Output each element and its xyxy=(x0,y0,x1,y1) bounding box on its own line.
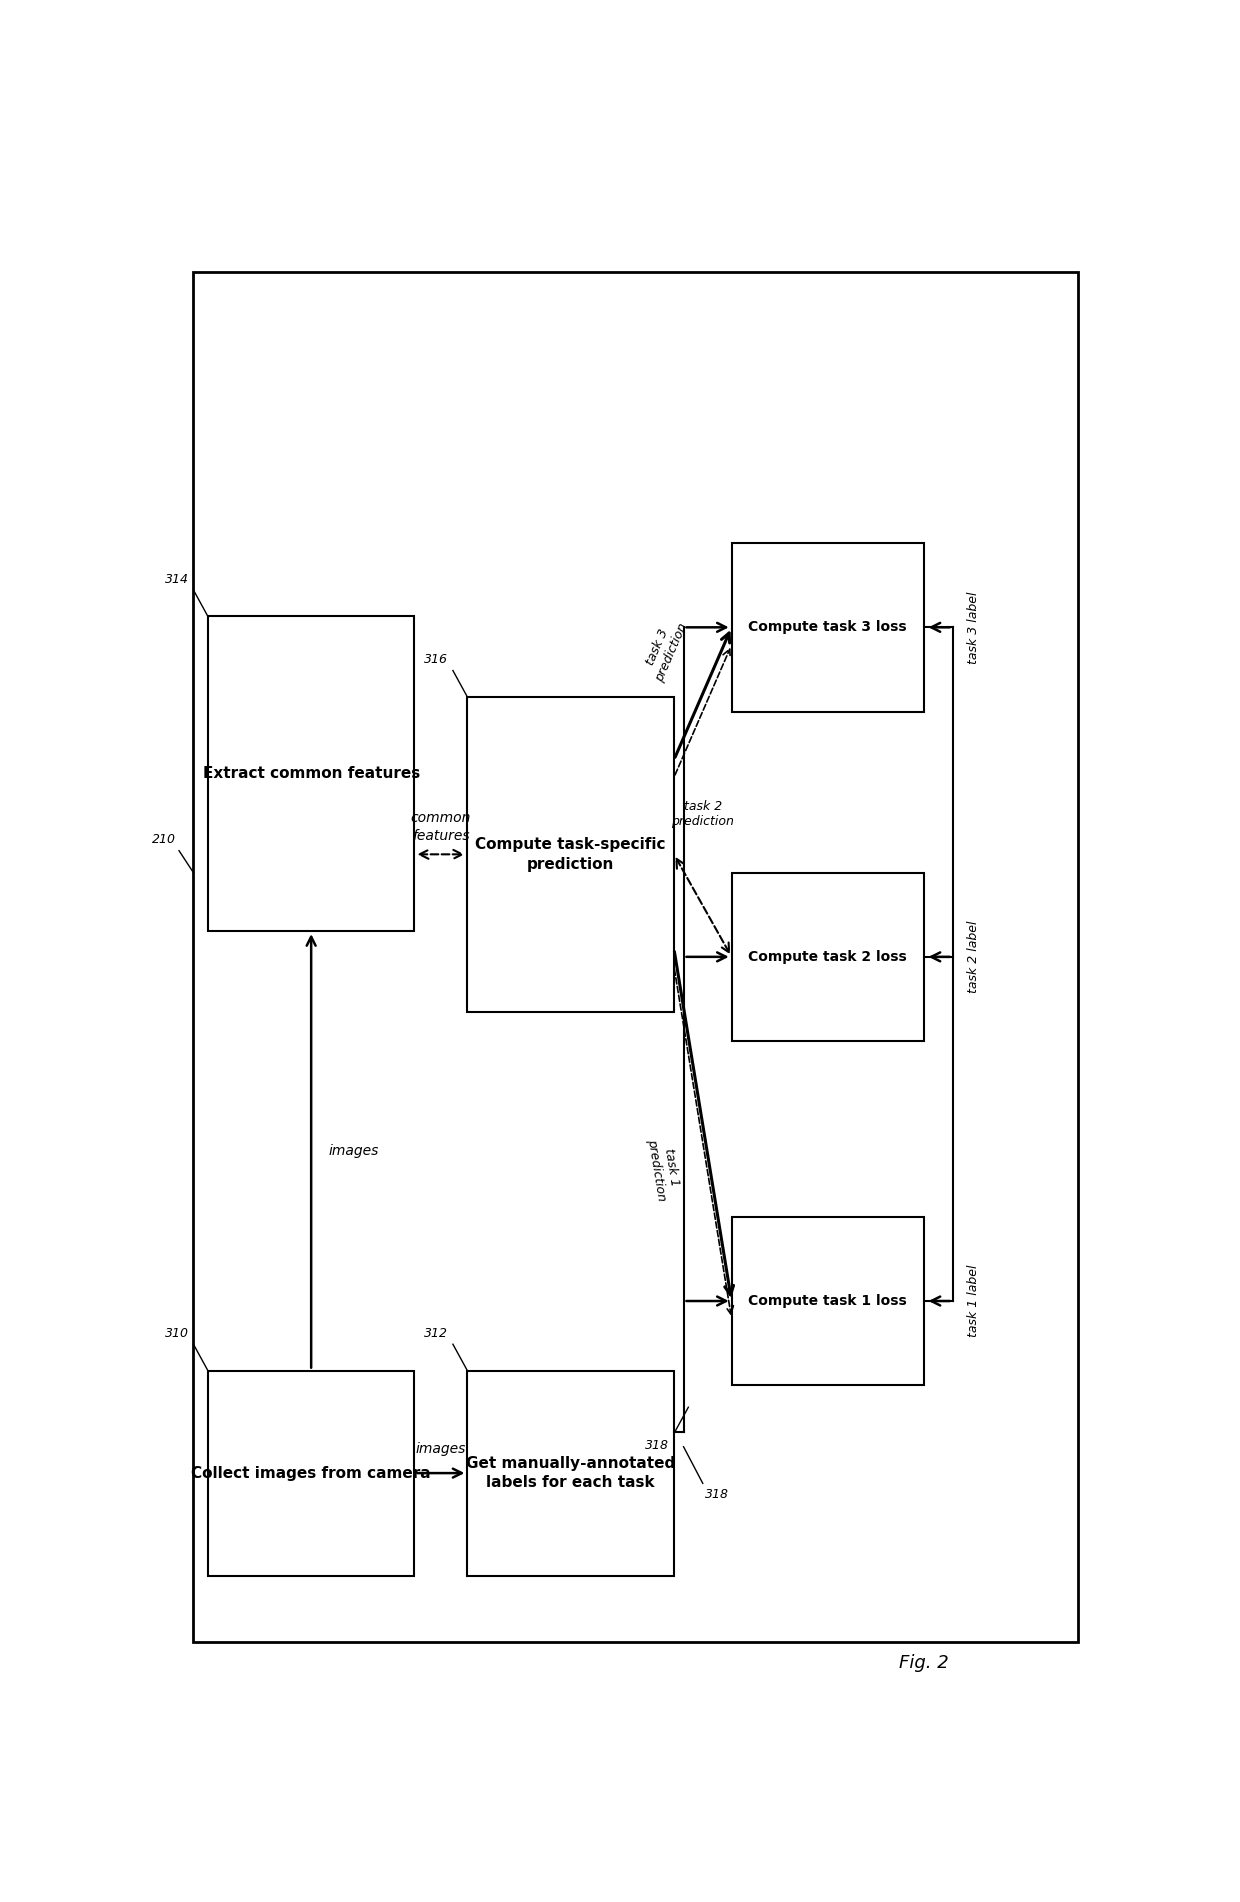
Text: 312: 312 xyxy=(424,1328,448,1339)
Bar xyxy=(732,1217,924,1385)
Bar xyxy=(467,696,675,1012)
Text: Fig. 2: Fig. 2 xyxy=(899,1655,949,1672)
Text: Compute task 3 loss: Compute task 3 loss xyxy=(749,620,906,635)
Text: 310: 310 xyxy=(165,1328,188,1339)
Bar xyxy=(732,873,924,1040)
Text: 318: 318 xyxy=(704,1487,729,1501)
Text: images: images xyxy=(329,1143,379,1158)
Bar xyxy=(732,544,924,711)
Text: common
features: common features xyxy=(410,812,471,843)
Text: Compute task-specific
prediction: Compute task-specific prediction xyxy=(475,837,666,871)
Text: Extract common features: Extract common features xyxy=(202,767,420,782)
Text: task 3
prediction: task 3 prediction xyxy=(639,614,689,685)
Text: task 1
prediction: task 1 prediction xyxy=(646,1135,683,1202)
Text: task 3 label: task 3 label xyxy=(967,592,980,664)
Text: task 1 label: task 1 label xyxy=(967,1265,980,1337)
Text: 318: 318 xyxy=(645,1440,670,1453)
Bar xyxy=(208,616,414,932)
Text: Compute task 2 loss: Compute task 2 loss xyxy=(748,949,908,964)
Text: task 2 label: task 2 label xyxy=(967,921,980,993)
Text: Collect images from camera: Collect images from camera xyxy=(191,1466,432,1480)
Text: 210: 210 xyxy=(153,833,176,846)
Bar xyxy=(208,1371,414,1575)
Text: 314: 314 xyxy=(165,573,188,586)
Text: 316: 316 xyxy=(424,652,448,666)
Text: images: images xyxy=(415,1442,466,1455)
Bar xyxy=(467,1371,675,1575)
Text: Get manually-annotated
labels for each task: Get manually-annotated labels for each t… xyxy=(466,1455,676,1491)
Text: task 2
prediction: task 2 prediction xyxy=(671,801,734,827)
Text: Compute task 1 loss: Compute task 1 loss xyxy=(748,1293,908,1309)
